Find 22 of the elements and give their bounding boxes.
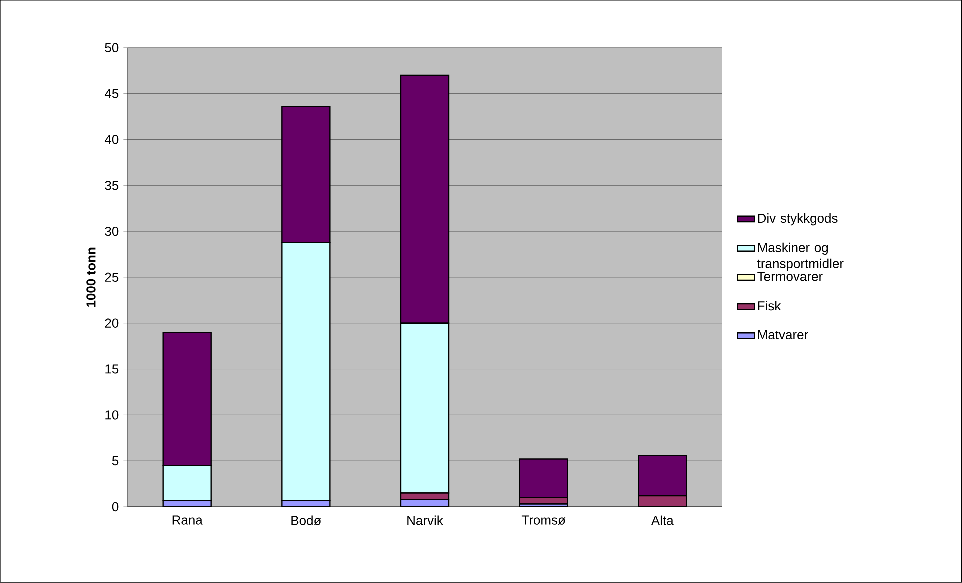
- y-tick-label: 50: [105, 43, 119, 53]
- y-tick-label: 15: [106, 364, 119, 374]
- legend-label: Div stykkgods: [758, 214, 838, 226]
- x-tick-label: Alta: [651, 516, 674, 526]
- y-tick-label: 35: [105, 181, 119, 190]
- legend-label: Fisk: [758, 301, 782, 311]
- y-tick-label: 40: [104, 135, 119, 144]
- x-tick-label: Bodø: [292, 516, 322, 526]
- y-axis-title: 1000 tonn: [86, 248, 96, 308]
- x-tick-label: Rana: [172, 516, 203, 525]
- y-tick-label: 5: [112, 456, 119, 466]
- x-tick-label: Tromsø: [522, 516, 566, 526]
- y-tick-label: 20: [105, 318, 119, 328]
- y-tick-label: 45: [104, 89, 119, 98]
- legend-label: Matvarer: [758, 330, 808, 340]
- x-tick-label: Narvik: [408, 516, 444, 526]
- y-tick-label: 0: [112, 502, 119, 512]
- y-tick-label: 30: [105, 226, 119, 236]
- y-tick-label: 25: [105, 272, 119, 282]
- legend-label: Maskiner og transportmidler: [758, 242, 844, 272]
- legend-label: Termovarer: [758, 272, 823, 282]
- y-tick-label: 10: [106, 410, 119, 420]
